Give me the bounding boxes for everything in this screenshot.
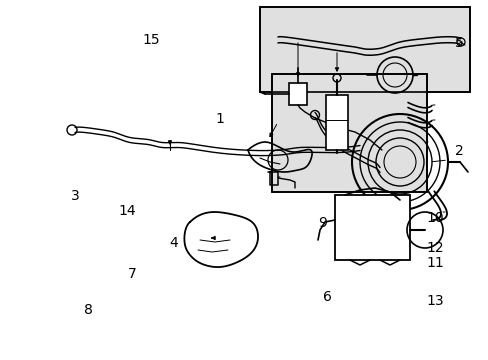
- Text: 13: 13: [426, 294, 443, 307]
- Text: 1: 1: [215, 112, 224, 126]
- Bar: [271, 74, 426, 192]
- Text: 6: 6: [323, 290, 331, 304]
- Bar: [288, 83, 306, 105]
- Bar: [334, 195, 409, 260]
- Text: 3: 3: [71, 189, 80, 203]
- Text: 11: 11: [426, 256, 443, 270]
- Bar: [260, 7, 469, 92]
- Text: 15: 15: [142, 33, 160, 46]
- Text: 14: 14: [118, 204, 136, 217]
- Text: 8: 8: [83, 303, 92, 316]
- Text: 4: 4: [169, 236, 178, 250]
- Text: 2: 2: [454, 144, 463, 158]
- Bar: [271, 74, 426, 192]
- Text: 7: 7: [127, 267, 136, 280]
- Text: 12: 12: [426, 242, 443, 255]
- Text: 5: 5: [454, 36, 463, 50]
- Bar: [260, 7, 469, 92]
- Text: 10: 10: [426, 211, 443, 225]
- Bar: [325, 95, 347, 150]
- Text: 9: 9: [318, 216, 326, 230]
